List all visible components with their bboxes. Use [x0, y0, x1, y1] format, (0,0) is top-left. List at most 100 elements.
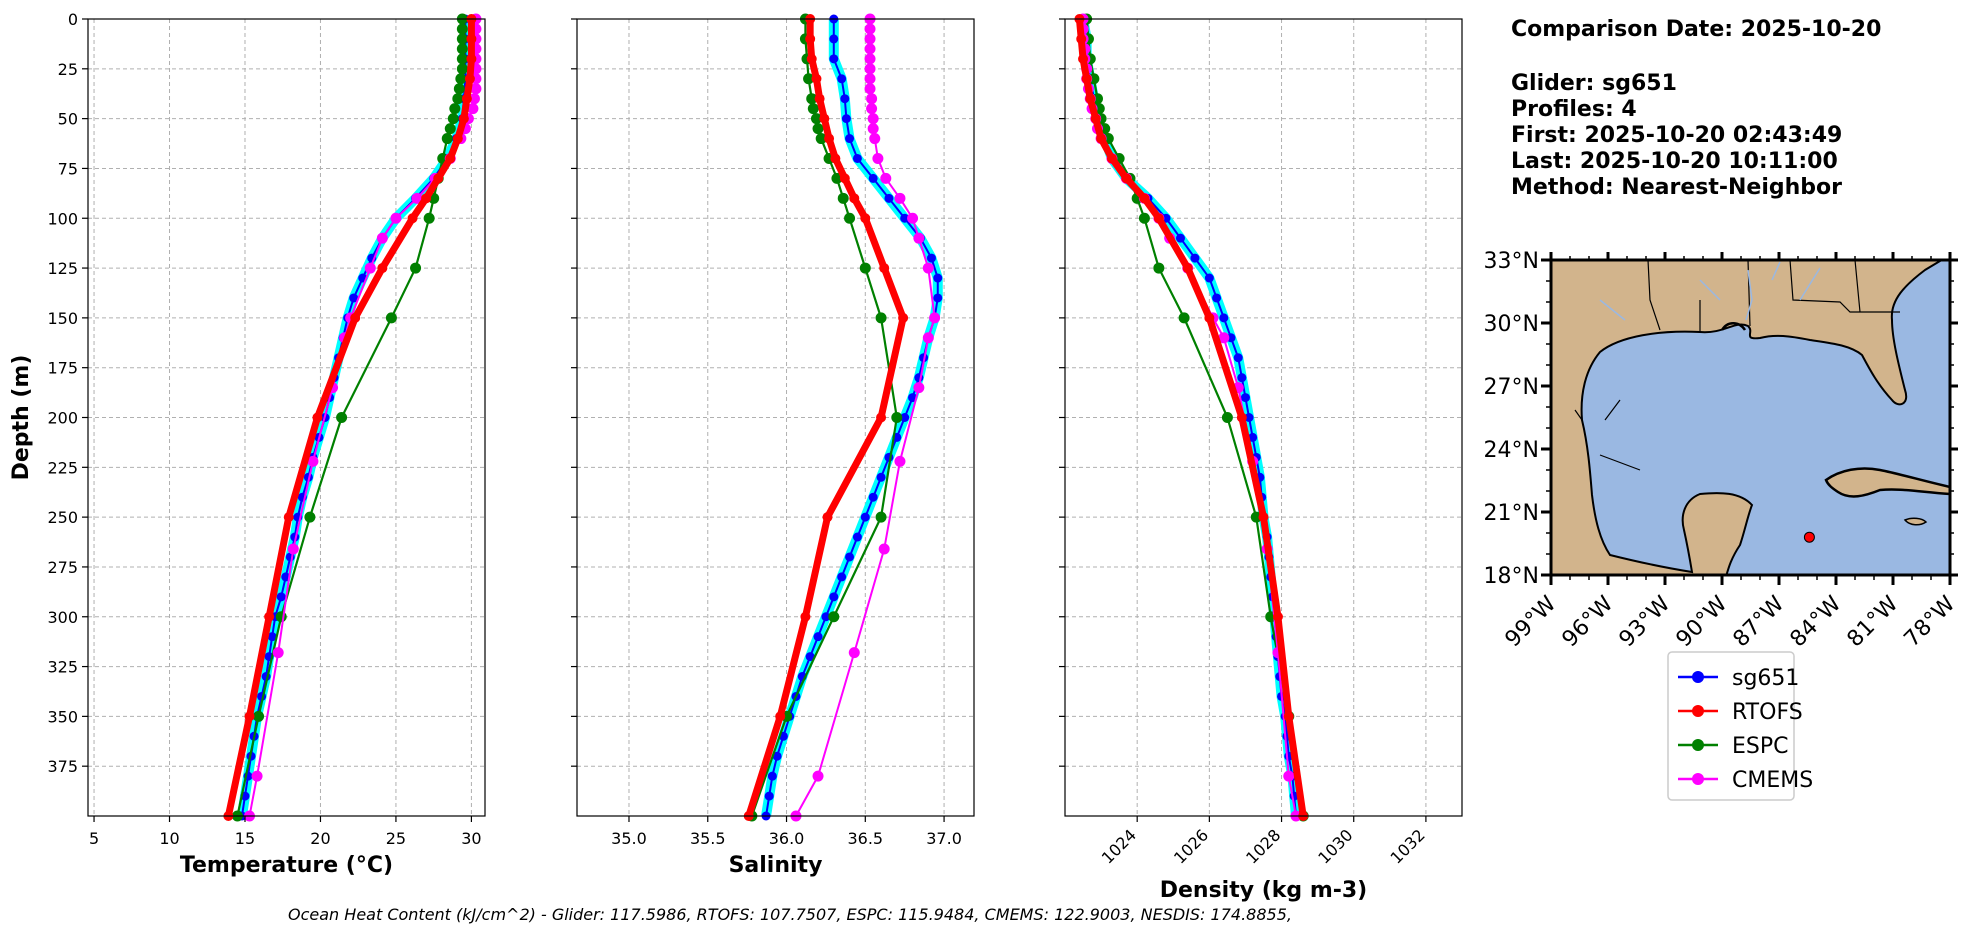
- map-ytick-label: 30°N: [1484, 312, 1539, 337]
- point-sg651: [1240, 393, 1250, 403]
- panel-salinity: 35.0 35.5 36.0 36.5 37.0 Salinity: [571, 13, 975, 878]
- map-ytick-label: 24°N: [1484, 438, 1539, 463]
- point-CMEMS: [864, 33, 876, 45]
- map-xtick-label: 99°W: [1501, 591, 1562, 652]
- glider-name: Glider: sg651: [1511, 71, 1677, 96]
- ytick-label: 75: [58, 159, 78, 178]
- point-sg651: [840, 94, 850, 104]
- point-sg651: [933, 273, 943, 283]
- point-RTOFS: [1078, 53, 1089, 64]
- ytick-label: 250: [47, 508, 78, 527]
- point-RTOFS: [466, 33, 477, 44]
- point-ESPC: [1250, 511, 1262, 523]
- point-RTOFS: [350, 312, 361, 323]
- point-ESPC: [1221, 412, 1233, 423]
- point-ESPC: [859, 262, 871, 274]
- point-CMEMS: [376, 232, 388, 244]
- point-sg651: [1175, 233, 1185, 243]
- ytick-label: 175: [47, 359, 78, 378]
- point-CMEMS: [913, 382, 925, 394]
- point-ESPC: [423, 212, 435, 224]
- point-ESPC: [1153, 262, 1165, 274]
- point-RTOFS: [1139, 193, 1150, 204]
- point-CMEMS: [287, 543, 299, 555]
- point-CMEMS: [307, 455, 319, 467]
- point-sg651: [276, 592, 286, 602]
- ytick-label: 375: [47, 757, 78, 776]
- point-ESPC: [815, 133, 827, 145]
- point-ESPC: [452, 93, 464, 105]
- point-RTOFS: [775, 711, 786, 722]
- point-CMEMS: [864, 23, 876, 35]
- profile-count: Profiles: 4: [1511, 97, 1637, 122]
- point-CMEMS: [907, 212, 919, 224]
- point-RTOFS: [407, 213, 418, 224]
- point-RTOFS: [811, 73, 822, 84]
- xtick-label: 30: [461, 829, 481, 848]
- ytick-label: 0: [68, 10, 78, 29]
- point-sg651: [926, 253, 936, 263]
- map-xtick-label: 96°W: [1558, 591, 1619, 652]
- panel-density: 1024 1026 1028 1030 1032 Density (kg m-3): [1059, 13, 1463, 903]
- map-borders: [1574, 260, 1900, 471]
- point-sg651: [767, 771, 777, 781]
- point-ESPC: [385, 312, 397, 324]
- point-ESPC: [875, 312, 887, 324]
- point-sg651: [1219, 313, 1229, 323]
- point-RTOFS: [805, 33, 816, 44]
- point-sg651: [1190, 253, 1200, 263]
- point-RTOFS: [1121, 173, 1132, 184]
- point-sg651: [349, 293, 359, 303]
- point-CMEMS: [880, 172, 892, 184]
- point-ESPC: [844, 212, 856, 224]
- point-sg651: [933, 293, 943, 303]
- point-CMEMS: [894, 192, 906, 204]
- point-sg651: [876, 472, 886, 482]
- xaxis-label: Temperature (°C): [180, 853, 393, 878]
- point-ESPC: [891, 412, 903, 423]
- point-sg651: [900, 213, 910, 223]
- point-ESPC: [875, 511, 887, 523]
- map-jamaica: [1903, 517, 1928, 526]
- point-ESPC: [336, 412, 348, 423]
- point-RTOFS: [1258, 512, 1269, 523]
- point-RTOFS: [464, 73, 475, 84]
- point-CMEMS: [864, 63, 876, 75]
- point-sg651: [805, 652, 815, 662]
- legend-label-RTOFS: RTOFS: [1732, 700, 1803, 725]
- point-CMEMS: [894, 455, 906, 467]
- point-CMEMS: [272, 647, 284, 659]
- ytick-label: 50: [58, 110, 78, 129]
- point-RTOFS: [806, 53, 817, 64]
- point-RTOFS: [466, 53, 477, 64]
- point-RTOFS: [822, 512, 833, 523]
- location-map: 99°W96°W93°W90°W87°W84°W81°W78°W 33°N 30°N…: [1484, 249, 1961, 652]
- map-xtick-label: 93°W: [1615, 591, 1676, 652]
- point-RTOFS: [839, 173, 850, 184]
- point-RTOFS: [1204, 312, 1215, 323]
- point-CMEMS: [913, 232, 925, 244]
- point-RTOFS: [1182, 263, 1193, 274]
- yaxis-label: Depth (m): [9, 355, 34, 481]
- info-block: Comparison Date: 2025-10-20 Glider: sg65…: [1511, 17, 1881, 200]
- point-CMEMS: [848, 647, 860, 659]
- point-ESPC: [456, 33, 468, 45]
- point-RTOFS: [800, 611, 811, 622]
- point-RTOFS: [1272, 611, 1283, 622]
- point-CMEMS: [864, 73, 876, 85]
- point-sg651: [267, 632, 277, 642]
- point-CMEMS: [864, 53, 876, 65]
- point-sg651: [1244, 413, 1254, 422]
- map-ytick-label: 18°N: [1484, 564, 1539, 589]
- point-ESPC: [803, 73, 815, 85]
- legend-marker-ESPC: [1692, 739, 1704, 751]
- point-sg651: [837, 572, 847, 582]
- ytick-label: 125: [47, 259, 78, 278]
- legend-marker-CMEMS: [1692, 773, 1704, 785]
- point-sg651: [900, 413, 910, 422]
- point-CMEMS: [364, 262, 376, 274]
- point-RTOFS: [1106, 153, 1117, 164]
- point-RTOFS: [824, 133, 835, 144]
- point-CMEMS: [929, 312, 941, 324]
